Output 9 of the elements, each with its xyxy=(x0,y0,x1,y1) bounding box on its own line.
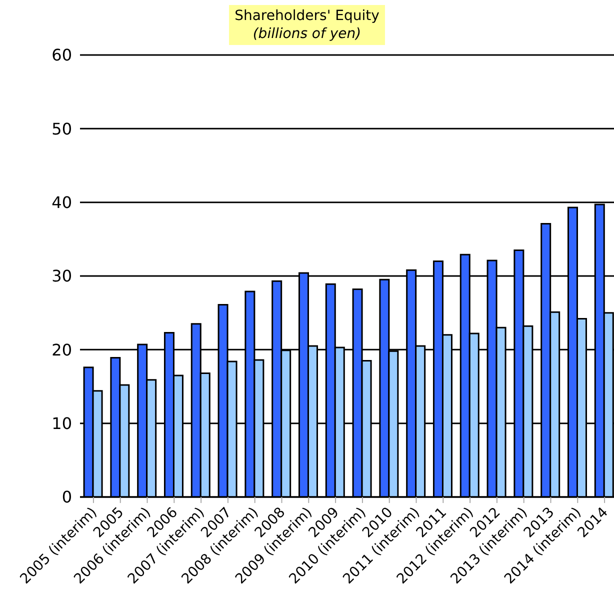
y-tick-label: 60 xyxy=(52,46,72,65)
y-tick-label: 20 xyxy=(52,340,72,360)
y-tick-label: 30 xyxy=(52,266,72,286)
y-tick-label: 50 xyxy=(52,119,72,138)
y-tick-label: 0 xyxy=(62,488,72,507)
y-tick-label: 10 xyxy=(52,414,72,434)
chart-subtitle: (billions of yen) xyxy=(252,25,362,43)
y-tick-label: 40 xyxy=(52,193,72,212)
chart-title: Shareholders' Equity xyxy=(234,7,380,25)
